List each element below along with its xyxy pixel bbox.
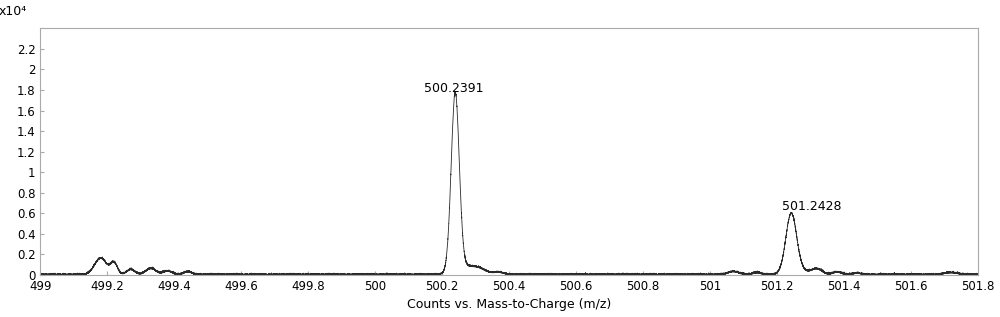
Text: x10⁴: x10⁴ <box>0 5 27 18</box>
X-axis label: Counts vs. Mass-to-Charge (m/z): Counts vs. Mass-to-Charge (m/z) <box>407 298 611 311</box>
Text: 500.2391: 500.2391 <box>424 82 483 95</box>
Text: 501.2428: 501.2428 <box>782 200 841 213</box>
